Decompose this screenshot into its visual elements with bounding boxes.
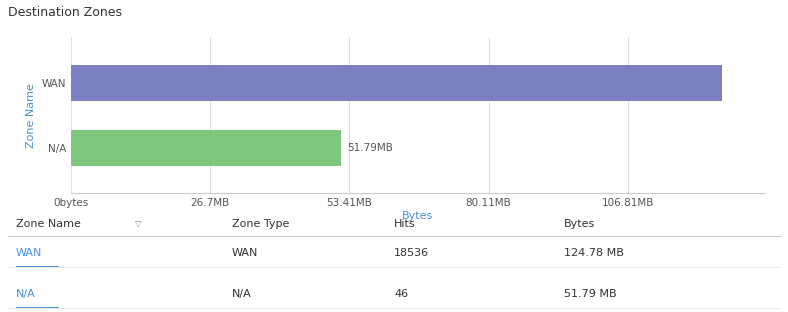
Text: 51.79MB: 51.79MB <box>348 143 393 153</box>
Text: Destination Zones: Destination Zones <box>8 6 122 19</box>
Y-axis label: Zone Name: Zone Name <box>26 83 36 148</box>
Text: ▽: ▽ <box>136 219 142 228</box>
Text: WAN: WAN <box>232 248 258 258</box>
Text: WAN: WAN <box>16 248 42 258</box>
X-axis label: Bytes: Bytes <box>402 211 433 221</box>
Bar <box>71 65 722 101</box>
Text: Zone Name: Zone Name <box>16 219 80 229</box>
Text: 18536: 18536 <box>394 248 429 258</box>
Text: 124.78 MB: 124.78 MB <box>564 248 624 258</box>
Text: 51.79 MB: 51.79 MB <box>564 289 616 299</box>
Text: N/A: N/A <box>16 289 35 299</box>
Text: Bytes: Bytes <box>564 219 595 229</box>
Text: Hits: Hits <box>394 219 415 229</box>
Text: N/A: N/A <box>232 289 251 299</box>
Text: Zone Type: Zone Type <box>232 219 289 229</box>
Text: 46: 46 <box>394 289 408 299</box>
Bar <box>71 130 341 166</box>
